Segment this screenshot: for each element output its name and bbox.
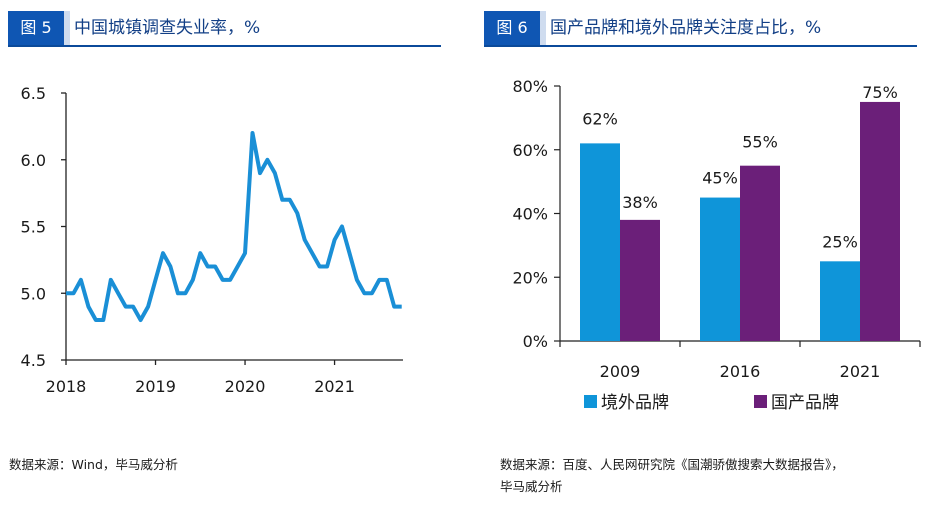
brand-attention-bar-chart: 0% 20% 40% 60% 80% 2009 2016 2021 62% 45% 25% 38%… [512,77,921,413]
legend-label-domestic: 国产品牌 [771,393,839,413]
y-tick-label: 5.5 [21,218,46,237]
unemployment-line-chart: 4.5 5.0 5.5 6.0 6.5 2018 2019 2020 2021 [21,84,403,396]
y-tick-label: 6.0 [21,151,46,170]
line-chart-axes [65,93,403,361]
x-tick-label: 2019 [135,377,176,396]
figure-5-badge: 图 5 [8,11,64,45]
figure-badge-accent [64,11,70,45]
x-category-label: 2021 [840,362,881,381]
bar-data-label: 55% [742,133,778,152]
x-category-label: 2009 [600,362,641,381]
figure-5-source: 数据来源：Wind，毕马威分析 [9,457,178,472]
unemployment-rate-line [66,131,402,322]
y-tick-label: 0% [523,332,548,351]
domestic-brand-bar [740,165,780,341]
legend-swatch-overseas [584,395,597,408]
line-chart-series [65,131,402,322]
figure-5-panel: 图 5 中国城镇调查失业率，% 4.5 5.0 5.5 6.0 6.5 2018 2019… [0,0,467,511]
bar-data-label: 75% [862,83,898,102]
x-category-label: 2016 [720,362,761,381]
y-tick-label: 5.0 [21,284,46,303]
bar-chart-bars [580,101,900,341]
x-tick-label: 2021 [314,377,355,396]
figure-6-badge: 图 6 [484,11,540,45]
figure-6-panel: 图 6 国产品牌和境外品牌关注度占比，% 0% 20% 40% 60% 80% 2009… [467,0,935,511]
line-chart-y-ticks: 4.5 5.0 5.5 6.0 6.5 [21,84,66,370]
figure-5-header: 图 5 中国城镇调查失业率，% [8,11,441,47]
domestic-brand-bar [860,101,900,341]
line-chart-x-ticks: 2018 2019 2020 2021 [46,360,355,396]
x-tick-label: 2018 [46,377,87,396]
bar-chart-y-ticks: 0% 20% 40% 60% 80% [512,77,560,351]
legend-swatch-domestic [754,395,767,408]
y-tick-label: 20% [512,268,548,287]
domestic-brand-bar [620,219,660,341]
bar-chart-data-labels: 62% 45% 25% 38% 55% 75% [582,83,898,251]
figure-6-source-line-2: 毕马威分析 [500,479,563,494]
bar-data-label: 45% [702,169,738,188]
x-tick-label: 2020 [225,377,266,396]
overseas-brand-bar [700,197,740,341]
bar-chart-x-ticks: 2009 2016 2021 [559,341,921,381]
bar-chart-legend: 境外品牌 国产品牌 [584,393,839,413]
y-tick-label: 60% [512,141,548,160]
bar-data-label: 25% [822,232,858,251]
legend-label-overseas: 境外品牌 [601,393,669,413]
figure-6-header: 图 6 国产品牌和境外品牌关注度占比，% [484,11,917,47]
bar-data-label: 62% [582,109,618,128]
bar-data-label: 38% [622,193,658,212]
y-tick-label: 40% [512,205,548,224]
overseas-brand-bar [580,143,620,341]
figure-6-source-line-1: 数据来源：百度、人民网研究院《国潮骄傲搜索大数据报告》， [500,457,844,472]
figure-5-title: 中国城镇调查失业率，% [74,18,261,38]
figure-badge-accent [540,11,546,45]
overseas-brand-bar [820,261,860,341]
figure-6-source: 数据来源：百度、人民网研究院《国潮骄傲搜索大数据报告》， 毕马威分析 [500,454,920,498]
y-tick-label: 4.5 [21,351,46,370]
y-tick-label: 80% [512,77,548,96]
figure-6-title: 国产品牌和境外品牌关注度占比，% [550,18,822,38]
y-tick-label: 6.5 [21,84,46,103]
